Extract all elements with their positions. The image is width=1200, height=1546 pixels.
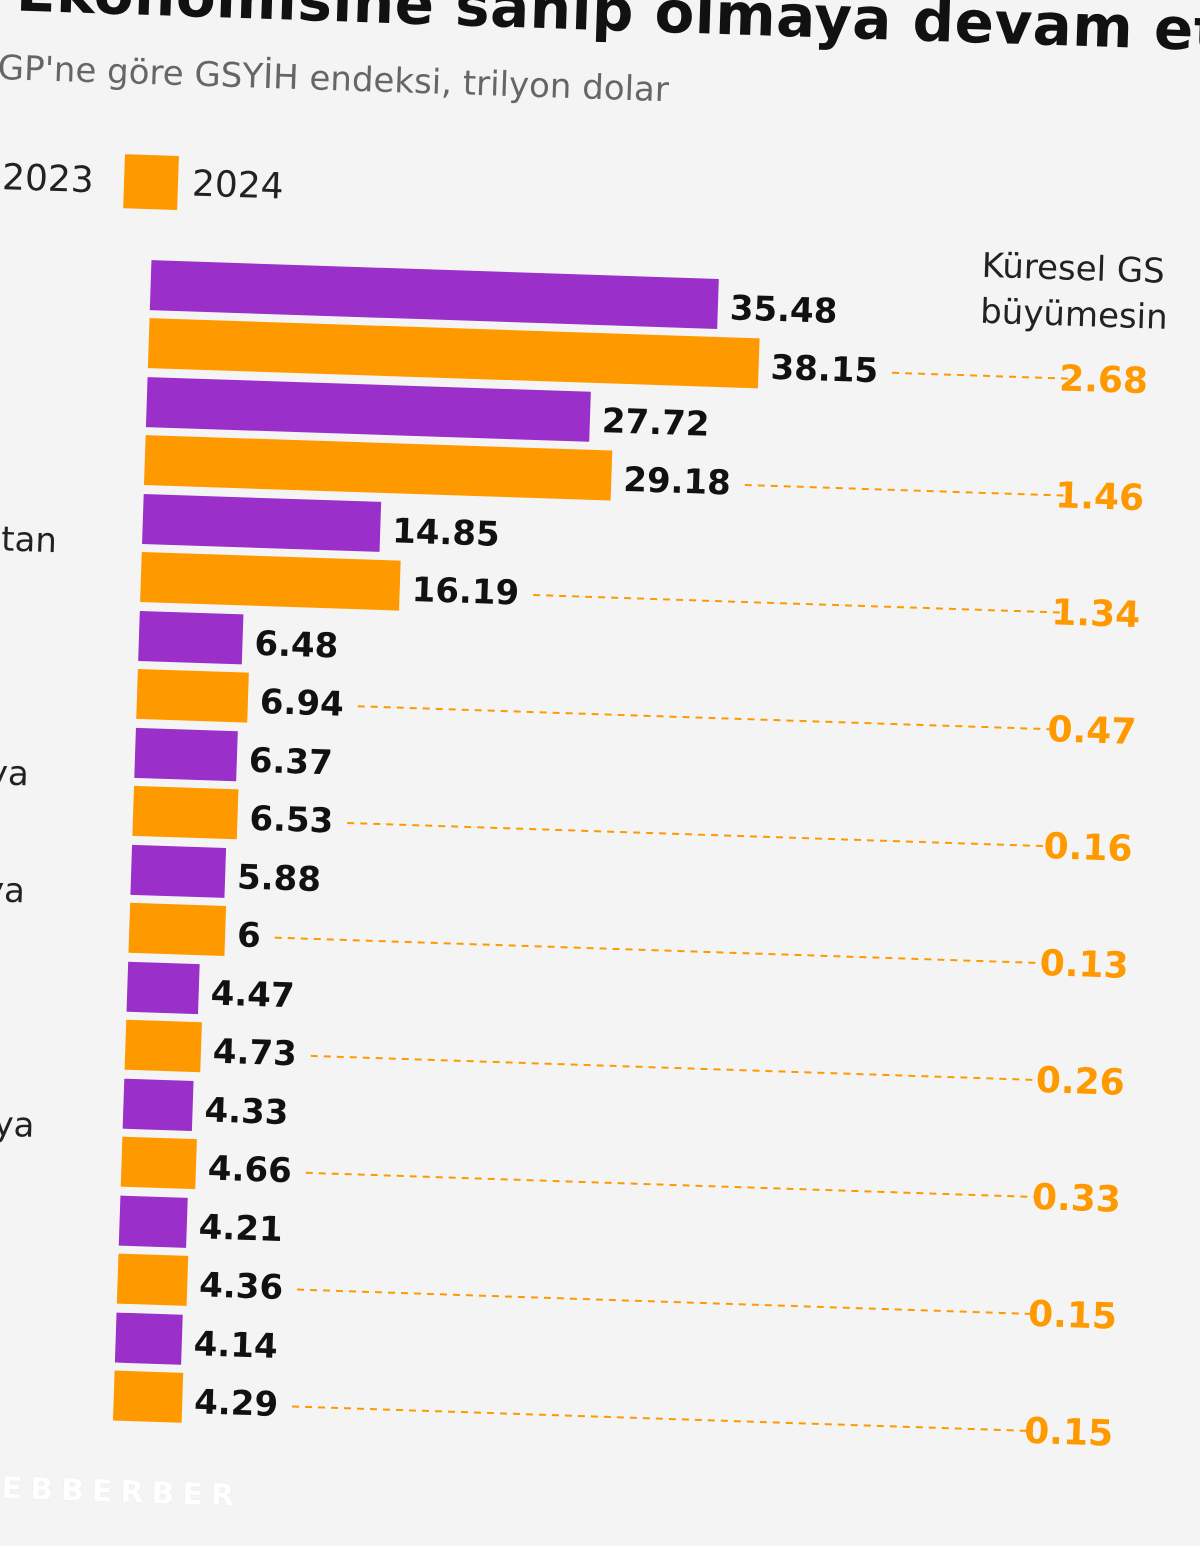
growth-leader-line [292, 1406, 1033, 1431]
bar-2024 [125, 1020, 202, 1072]
value-label-2024: 4.29 [194, 1382, 279, 1425]
value-label-2024: 16.19 [411, 570, 520, 614]
bar-2024 [117, 1254, 188, 1306]
growth-leader-line [533, 595, 1060, 612]
value-label-2024: 6 [236, 915, 261, 956]
bar-2023 [119, 1196, 188, 1248]
bar-2023 [115, 1313, 183, 1365]
growth-value: 1.46 [1055, 475, 1145, 519]
growth-leader-line [892, 373, 1068, 379]
value-label-2023: 6.37 [248, 741, 333, 784]
growth-leader-line [745, 485, 1064, 496]
value-label-2023: 4.14 [193, 1324, 278, 1367]
bar-2023 [130, 845, 226, 898]
growth-leader-line [358, 706, 1057, 729]
growth-leader-line [297, 1290, 1037, 1315]
bar-2024 [136, 669, 249, 723]
value-label-2024: 29.18 [623, 460, 732, 504]
bar-2024 [140, 552, 401, 611]
value-label-2023: 14.85 [392, 511, 501, 555]
value-label-2024: 4.73 [212, 1032, 297, 1075]
bar-2023 [146, 377, 591, 442]
growth-value: 0.16 [1043, 826, 1133, 870]
growth-leader-line [275, 938, 1049, 964]
growth-value: 2.68 [1059, 358, 1149, 402]
bar-2024 [132, 786, 238, 839]
growth-value: 0.26 [1035, 1060, 1125, 1104]
bar-2024 [148, 318, 760, 388]
growth-leader-line [311, 1056, 1045, 1080]
bar-2023 [134, 728, 238, 781]
bar-2024 [144, 435, 612, 500]
value-label-2024: 6.94 [259, 682, 344, 725]
value-label-2024: 38.15 [770, 348, 879, 392]
value-label-2023: 27.72 [601, 401, 710, 445]
value-label-2023: 4.21 [198, 1207, 283, 1250]
value-label-2024: 6.53 [249, 799, 334, 842]
value-label-2023: 35.48 [729, 288, 838, 332]
growth-value: 0.15 [1027, 1294, 1117, 1338]
bar-2024 [113, 1371, 183, 1423]
growth-value: 0.15 [1024, 1411, 1114, 1455]
growth-leader-line [347, 823, 1052, 846]
growth-leader-line [306, 1173, 1041, 1197]
bar-2023 [150, 260, 719, 329]
bar-2023 [142, 494, 381, 552]
value-label-2023: 4.47 [210, 974, 295, 1017]
value-label-2024: 4.36 [199, 1265, 284, 1308]
growth-value: 1.34 [1051, 592, 1141, 636]
growth-value: 0.33 [1031, 1177, 1121, 1221]
bar-2024 [128, 903, 226, 956]
growth-value: 0.47 [1047, 709, 1137, 753]
bar-2023 [123, 1079, 194, 1131]
bar-2023 [127, 962, 200, 1014]
value-label-2023: 5.88 [236, 857, 321, 900]
bar-2023 [138, 611, 243, 664]
bar-2024 [121, 1137, 197, 1189]
growth-value: 0.13 [1039, 943, 1129, 987]
value-label-2023: 4.33 [204, 1090, 289, 1133]
value-label-2023: 6.48 [254, 624, 339, 667]
value-label-2024: 4.66 [207, 1149, 292, 1192]
